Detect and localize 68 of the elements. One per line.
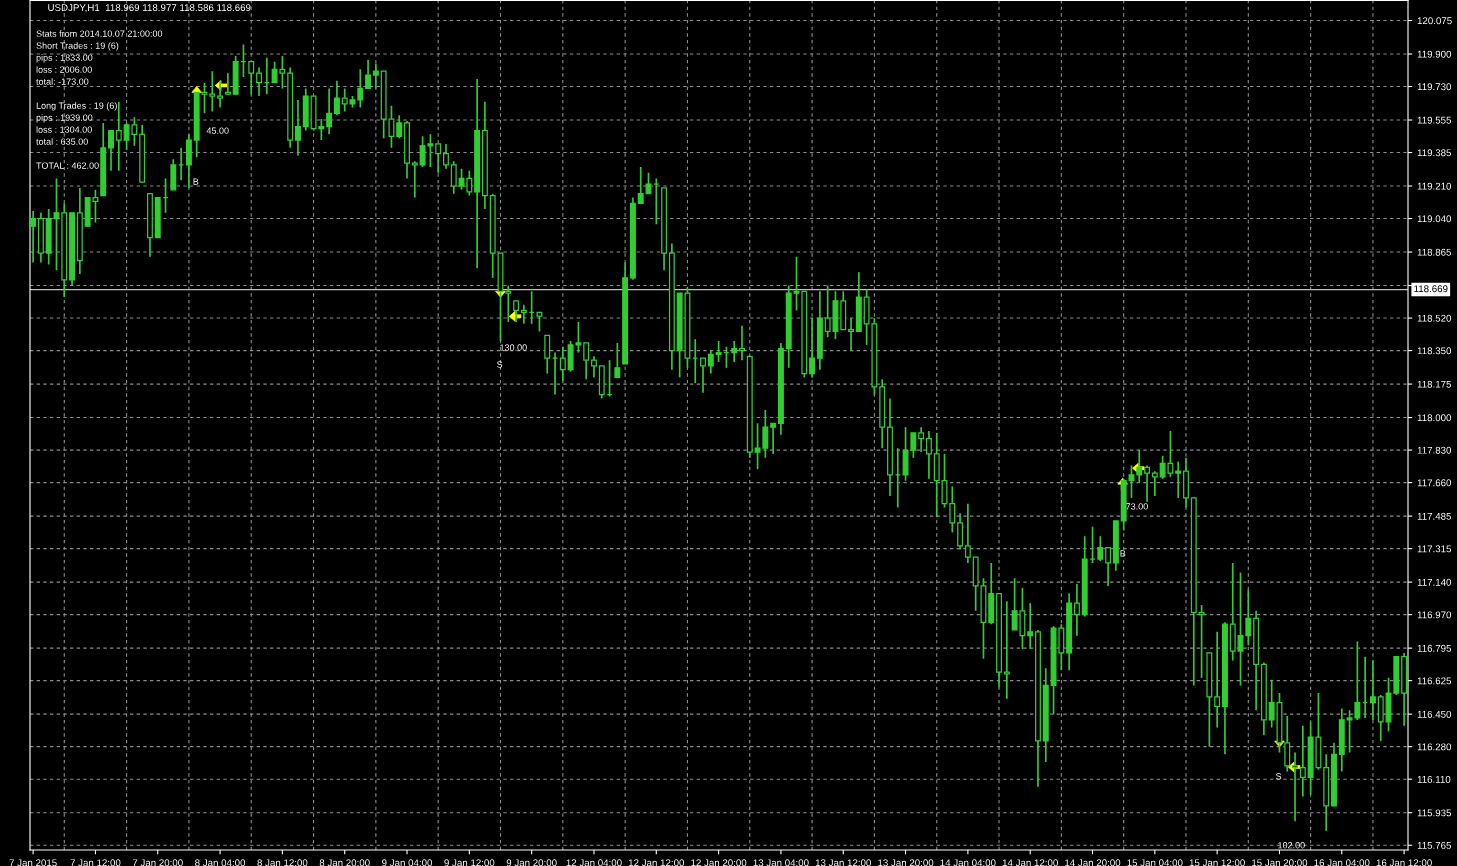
y-tick-label: 116.280 — [1417, 743, 1452, 751]
annotation: B — [193, 178, 199, 185]
ref-line-label: 118.669 — [1414, 285, 1448, 293]
annotation: total : 635.00 — [36, 138, 88, 145]
x-tick-label: 14 Jan 12:00 — [1002, 859, 1058, 866]
annotation: 73.00 — [1126, 503, 1148, 510]
y-tick-label: 119.900 — [1417, 50, 1452, 58]
y-tick-label: 118.175 — [1417, 380, 1452, 388]
annotation: S — [1275, 773, 1282, 780]
x-tick-label: 13 Jan 04:00 — [753, 859, 809, 866]
y-tick-label: 118.000 — [1417, 414, 1452, 422]
y-tick-label: 116.110 — [1417, 775, 1451, 783]
y-tick-label: 115.765 — [1417, 841, 1452, 849]
x-tick-label: 14 Jan 20:00 — [1065, 859, 1121, 866]
x-tick-label: 9 Jan 20:00 — [506, 859, 557, 866]
x-tick-label: 12 Jan 04:00 — [566, 859, 622, 866]
annotation: Long Trades : 19 (6) — [36, 102, 117, 111]
y-tick-label: 120.075 — [1417, 17, 1452, 25]
annotation: TOTAL : 462.00 — [36, 162, 99, 169]
y-tick-label: 117.485 — [1417, 512, 1452, 520]
annotation: 45.00 — [206, 127, 229, 134]
annotation: total: -173.00 — [36, 78, 89, 85]
annotation: Short Trades : 19 (6) — [36, 42, 119, 51]
x-tick-label: 8 Jan 12:00 — [257, 859, 308, 866]
annotation: 102.00 — [1278, 842, 1305, 849]
y-tick-label: 119.730 — [1417, 83, 1452, 91]
x-tick-label: 13 Jan 20:00 — [878, 859, 934, 866]
x-tick-label: 15 Jan 20:00 — [1252, 859, 1308, 866]
y-tick-label: 116.970 — [1417, 611, 1452, 619]
y-tick-label: 118.350 — [1417, 347, 1452, 355]
y-tick-label: 119.555 — [1417, 116, 1452, 124]
annotation: loss : 2006.00 — [36, 66, 92, 73]
y-tick-label: 118.865 — [1417, 248, 1452, 256]
y-tick-label: 117.830 — [1417, 446, 1452, 454]
chart-title: USDJPY,H1 118.969 118.977 118.586 118.669 — [48, 4, 251, 13]
annotation: pips : 1833.00 — [36, 54, 93, 63]
x-tick-label: 16 Jan 12:00 — [1376, 859, 1432, 866]
annotation: Stats from 2014.10.07 21:00:00 — [36, 30, 163, 37]
x-tick-label: 7 Jan 20:00 — [132, 859, 183, 866]
annotation: 130.00 — [500, 344, 527, 351]
x-tick-label: 12 Jan 20:00 — [691, 859, 747, 866]
y-tick-label: 116.795 — [1417, 644, 1452, 652]
x-tick-label: 7 Jan 2015 — [9, 859, 57, 866]
y-tick-label: 118.520 — [1417, 314, 1452, 322]
x-tick-label: 9 Jan 04:00 — [382, 859, 433, 866]
y-tick-label: 116.625 — [1417, 677, 1452, 685]
y-tick-label: 117.315 — [1417, 545, 1452, 553]
y-tick-label: 119.210 — [1417, 182, 1452, 190]
y-tick-label: 119.040 — [1417, 215, 1452, 223]
annotation: loss : 1304.00 — [36, 126, 92, 133]
y-tick-label: 115.935 — [1417, 809, 1452, 817]
x-tick-label: 12 Jan 12:00 — [628, 859, 685, 866]
y-tick-label: 119.385 — [1417, 149, 1452, 157]
x-tick-label: 14 Jan 04:00 — [940, 859, 996, 866]
x-tick-label: 9 Jan 12:00 — [444, 859, 495, 866]
y-tick-label: 117.140 — [1417, 578, 1452, 586]
x-tick-label: 8 Jan 04:00 — [195, 859, 246, 866]
x-tick-label: 7 Jan 12:00 — [70, 859, 121, 866]
x-tick-label: 15 Jan 04:00 — [1127, 859, 1183, 866]
x-tick-label: 13 Jan 12:00 — [815, 859, 871, 866]
x-tick-label: 15 Jan 12:00 — [1189, 859, 1245, 866]
annotation: S — [497, 361, 503, 368]
x-tick-label: 8 Jan 20:00 — [319, 859, 370, 866]
annotation: pips : 1939.00 — [36, 114, 93, 123]
x-tick-label: 16 Jan 04:00 — [1314, 859, 1370, 866]
y-tick-label: 117.660 — [1417, 479, 1452, 487]
y-tick-label: 116.450 — [1417, 710, 1452, 718]
annotation: B — [1120, 550, 1126, 557]
